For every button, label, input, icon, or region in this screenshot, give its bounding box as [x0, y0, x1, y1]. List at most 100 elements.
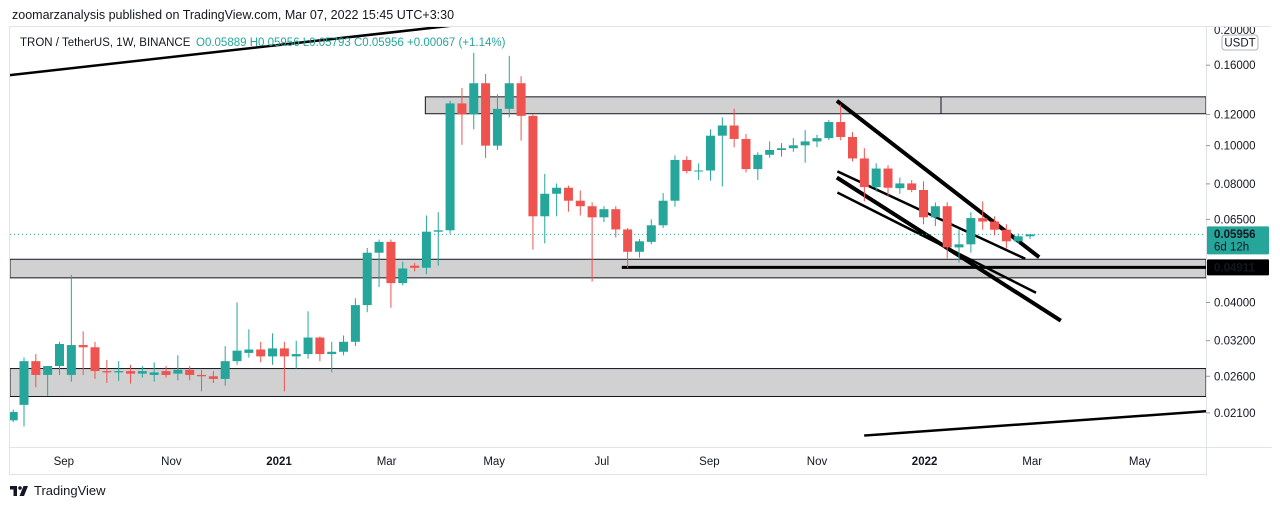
- candle-body[interactable]: [303, 337, 313, 355]
- candle-body[interactable]: [848, 136, 858, 159]
- trendline[interactable]: [835, 175, 1062, 323]
- candle-body[interactable]: [717, 125, 727, 136]
- candle-body[interactable]: [812, 138, 822, 142]
- candle-body[interactable]: [374, 241, 384, 253]
- candle-body[interactable]: [43, 366, 53, 375]
- tradingview-footer[interactable]: TradingView: [10, 483, 106, 498]
- candle-body[interactable]: [244, 349, 254, 353]
- candle-body[interactable]: [114, 371, 124, 373]
- candle-body[interactable]: [907, 183, 917, 190]
- candle-body[interactable]: [776, 148, 786, 150]
- support-resistance-zone[interactable]: [10, 368, 1207, 398]
- candle-body[interactable]: [623, 229, 633, 252]
- candle-body[interactable]: [966, 218, 976, 245]
- candle-body[interactable]: [173, 369, 183, 374]
- trendline[interactable]: [10, 27, 666, 77]
- candle-body[interactable]: [670, 159, 680, 201]
- candle-body[interactable]: [990, 221, 1000, 230]
- time-tick-label: Nov: [807, 456, 828, 468]
- candle-body[interactable]: [1013, 236, 1023, 242]
- candle-body[interactable]: [208, 376, 218, 379]
- candle-body[interactable]: [552, 187, 562, 194]
- candle-body[interactable]: [871, 168, 881, 188]
- currency-badge[interactable]: USDT: [1221, 34, 1259, 51]
- candle-body[interactable]: [611, 209, 621, 230]
- candle-body[interactable]: [185, 369, 195, 375]
- candle-body[interactable]: [753, 154, 763, 170]
- chart-frame[interactable]: 0.16000 0.12000 0.10000 0.08000 0.06500 0.040…: [9, 26, 1272, 476]
- candle-body[interactable]: [528, 115, 538, 217]
- candle-body[interactable]: [930, 206, 940, 218]
- candle-body[interactable]: [1001, 229, 1011, 242]
- candle-body[interactable]: [90, 347, 100, 372]
- candle-body[interactable]: [978, 218, 988, 222]
- candle-body[interactable]: [268, 348, 278, 357]
- chart-canvas[interactable]: 0.16000 0.12000 0.10000 0.08000 0.06500 0.040…: [10, 27, 1272, 476]
- candle-body[interactable]: [279, 348, 289, 357]
- candle-body[interactable]: [126, 371, 136, 374]
- candle-body[interactable]: [256, 349, 266, 357]
- candle-body[interactable]: [315, 337, 325, 355]
- candle-body[interactable]: [398, 268, 408, 284]
- candle-body[interactable]: [386, 241, 396, 284]
- candle-body[interactable]: [78, 345, 88, 348]
- candle-body[interactable]: [481, 83, 491, 146]
- candle-body[interactable]: [954, 244, 964, 248]
- candle-body[interactable]: [421, 231, 431, 268]
- candle-body[interactable]: [492, 108, 502, 146]
- support-resistance-zone[interactable]: [424, 96, 1207, 115]
- candle-body[interactable]: [339, 341, 349, 352]
- candle-body[interactable]: [19, 361, 29, 405]
- candle-body[interactable]: [824, 122, 834, 139]
- candle-body[interactable]: [658, 200, 668, 226]
- candle-body[interactable]: [504, 83, 514, 109]
- candle-body[interactable]: [516, 83, 526, 116]
- candle-body[interactable]: [919, 189, 929, 218]
- candle-body[interactable]: [883, 168, 893, 188]
- candle-body[interactable]: [445, 103, 455, 231]
- candle-body[interactable]: [457, 103, 467, 115]
- candle-body[interactable]: [859, 158, 869, 188]
- candle-body[interactable]: [942, 206, 952, 248]
- candle-body[interactable]: [800, 141, 810, 146]
- candle-body[interactable]: [895, 183, 905, 189]
- candle-body[interactable]: [362, 252, 372, 306]
- candle-body[interactable]: [433, 230, 443, 232]
- tradingview-logo-icon: [10, 485, 28, 496]
- candle-body[interactable]: [694, 170, 704, 172]
- candle-body[interactable]: [197, 374, 207, 377]
- candle-body[interactable]: [350, 305, 360, 342]
- candle-body[interactable]: [705, 135, 715, 171]
- candle-body[interactable]: [291, 354, 301, 357]
- candle-body[interactable]: [587, 206, 597, 218]
- candle-body[interactable]: [599, 209, 609, 218]
- candle-body[interactable]: [66, 345, 76, 375]
- candle-body[interactable]: [788, 145, 798, 149]
- candle-body[interactable]: [682, 159, 692, 172]
- candle-body[interactable]: [634, 241, 644, 252]
- level-price-badge[interactable]: 0.04911: [1207, 259, 1269, 276]
- candle-body[interactable]: [54, 343, 64, 367]
- candle-body[interactable]: [161, 371, 171, 375]
- candle-body[interactable]: [31, 361, 41, 375]
- candle-body[interactable]: [575, 200, 585, 207]
- candle-body[interactable]: [327, 351, 337, 355]
- candle-body[interactable]: [1025, 234, 1035, 237]
- candle-body[interactable]: [729, 125, 739, 139]
- candle-body[interactable]: [765, 149, 775, 155]
- candle-body[interactable]: [646, 225, 656, 242]
- candle-body[interactable]: [469, 83, 479, 115]
- candle-body[interactable]: [149, 372, 159, 375]
- candle-body[interactable]: [232, 350, 242, 362]
- candle-body[interactable]: [540, 193, 550, 217]
- candle-body[interactable]: [10, 412, 18, 421]
- candle-body[interactable]: [220, 361, 230, 379]
- candle-body[interactable]: [410, 265, 420, 268]
- candle-body[interactable]: [741, 138, 751, 170]
- trendline[interactable]: [864, 409, 1208, 437]
- candle-body[interactable]: [563, 187, 573, 201]
- candle-body[interactable]: [836, 122, 846, 137]
- candle-body[interactable]: [102, 371, 112, 373]
- candle-body[interactable]: [137, 371, 147, 374]
